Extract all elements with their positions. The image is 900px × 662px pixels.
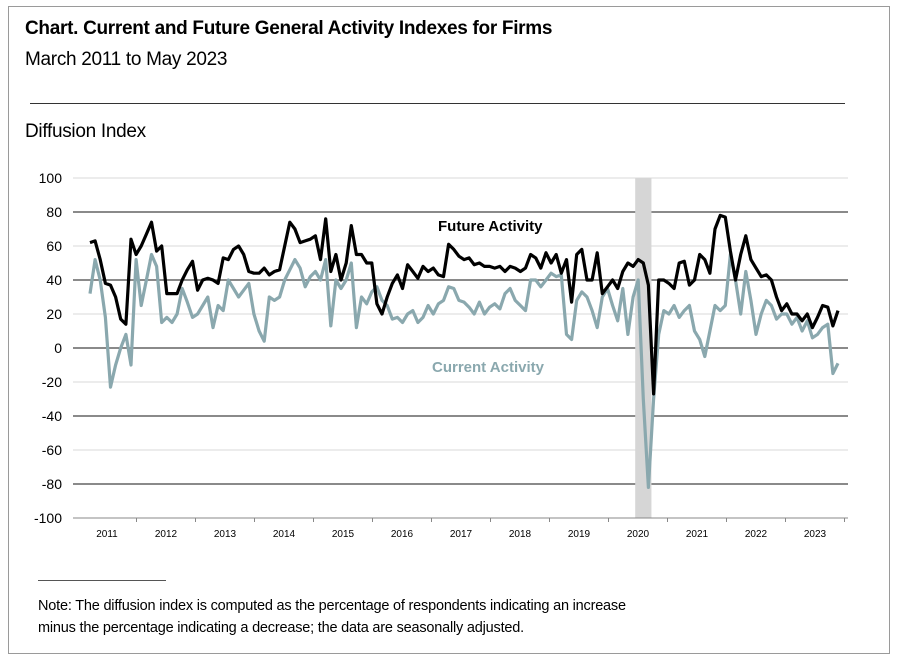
y-tick-label: -100	[34, 510, 62, 526]
y-tick-label: 100	[39, 170, 63, 186]
x-tick-label: 2013	[214, 529, 237, 540]
x-tick-label: 2023	[804, 529, 827, 540]
chart-subtitle: March 2011 to May 2023	[25, 49, 228, 70]
x-tick-label: 2011	[96, 529, 118, 540]
y-tick-label: 40	[46, 272, 62, 288]
y-tick-label: 60	[46, 238, 62, 254]
x-tick-label: 2012	[155, 529, 178, 540]
note-line-2: minus the percentage indicating a decrea…	[38, 620, 524, 636]
x-tick-label: 2021	[686, 529, 709, 540]
current-activity-label: Current Activity	[432, 359, 545, 376]
future-activity-label: Future Activity	[438, 218, 543, 235]
y-tick-label: 80	[46, 204, 62, 220]
note-divider	[38, 580, 166, 581]
x-tick-label: 2014	[273, 529, 296, 540]
x-tick-label: 2017	[450, 529, 473, 540]
y-axis-label: Diffusion Index	[25, 121, 146, 142]
y-tick-label: -20	[42, 374, 62, 390]
chart-frame	[8, 6, 890, 654]
x-tick-label: 2022	[745, 529, 768, 540]
y-tick-label: 0	[54, 340, 62, 356]
x-tick-label: 2018	[509, 529, 532, 540]
x-tick-label: 2020	[627, 529, 650, 540]
recession-shading	[635, 178, 652, 518]
x-tick-label: 2015	[332, 529, 355, 540]
chart-title: Chart. Current and Future General Activi…	[25, 18, 553, 39]
future-activity-line	[89, 213, 840, 396]
y-tick-label: -40	[42, 408, 62, 424]
title-divider	[30, 103, 845, 104]
y-tick-label: -60	[42, 442, 62, 458]
x-tick-label: 2019	[568, 529, 591, 540]
chart-note: Note: The diffusion index is computed as…	[38, 595, 858, 639]
y-tick-label: 20	[46, 306, 62, 322]
current-activity-line	[88, 252, 840, 489]
y-tick-label: -80	[42, 476, 62, 492]
note-line-1: Note: The diffusion index is computed as…	[38, 598, 626, 614]
x-tick-label: 2016	[391, 529, 414, 540]
